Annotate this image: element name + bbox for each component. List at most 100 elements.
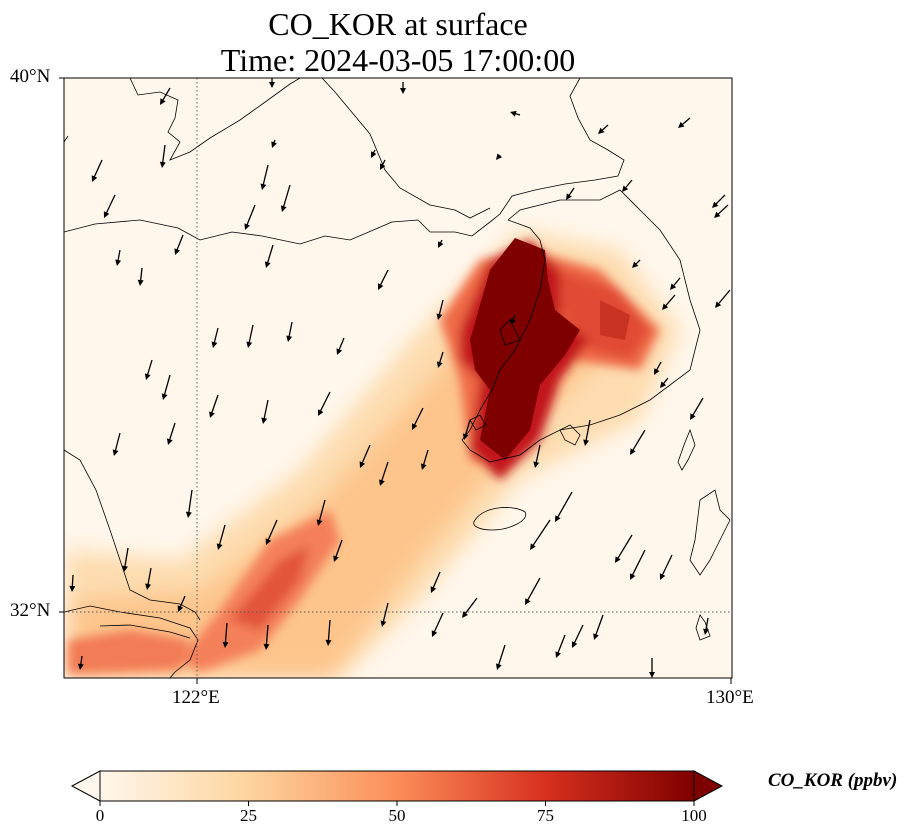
lat-label-32: 32°N <box>10 600 51 621</box>
map-title-line2: Time: 2024-03-05 17:00:00 <box>220 42 576 78</box>
wind-arrow <box>380 461 389 483</box>
colorbar-tick-100: 100 <box>681 806 707 825</box>
wind-arrow <box>319 391 331 414</box>
wind-arrow-head <box>496 153 503 160</box>
wind-arrow <box>716 204 729 217</box>
wind-arrow-head <box>525 598 531 605</box>
wind-arrow <box>334 539 343 559</box>
wind-arrow-head <box>333 555 339 562</box>
wind-arrow <box>360 444 371 465</box>
wind-arrow <box>92 159 103 179</box>
wind-arrow <box>337 337 345 352</box>
map-title-line1: CO_KOR at surface <box>268 6 528 42</box>
wind-arrow <box>147 567 152 587</box>
wind-arrow-head <box>271 141 277 148</box>
wind-arrow <box>161 87 171 103</box>
wind-arrow-head <box>615 556 621 563</box>
wind-arrow-head <box>177 605 184 612</box>
gridlines <box>64 78 732 678</box>
wind-arrow-head <box>690 413 696 420</box>
wind-arrow-head <box>161 393 168 400</box>
wind-arrow <box>213 327 219 345</box>
wind-arrow-head <box>555 515 561 522</box>
wind-arrow-head <box>222 641 229 648</box>
wind-arrow-head <box>654 368 660 375</box>
wind-arrow <box>663 294 676 308</box>
wind-arrow-head <box>430 586 437 593</box>
lon-label-130: 130°E <box>706 687 754 708</box>
wind-arrow <box>691 397 704 418</box>
wind-arrow-head <box>216 543 223 550</box>
wind-arrow <box>572 624 584 646</box>
wind-arrow-head <box>380 620 387 627</box>
wind-arrow-head <box>166 438 173 445</box>
wind-arrow-head <box>316 519 323 526</box>
wind-arrow-head <box>420 463 427 470</box>
wind-arrow-head <box>264 261 271 268</box>
colorbar-tick-0: 0 <box>95 806 105 825</box>
wind-arrow <box>382 602 389 624</box>
wind-arrow-head <box>379 479 385 486</box>
wind-arrow <box>288 321 293 339</box>
wind-arrow-head <box>598 127 605 134</box>
wind-arrow <box>327 619 331 643</box>
wind-arrow-head <box>436 313 443 320</box>
wind-arrow-head <box>69 585 76 592</box>
map-frame <box>63 77 733 679</box>
wind-arrow-head <box>678 121 685 128</box>
wind-arrow-head <box>359 461 366 468</box>
wind-arrow-head <box>209 411 215 418</box>
wind-arrow <box>114 432 121 453</box>
wind-arrow-head <box>318 409 324 416</box>
wind-arrow <box>438 299 444 317</box>
wind-arrow <box>266 519 278 542</box>
wind-arrow <box>585 419 591 443</box>
colorbar-label: CO_KOR (ppbv) <box>768 770 898 791</box>
wind-arrow-head <box>263 643 270 650</box>
wind-arrow-head <box>412 423 418 430</box>
wind-arrow <box>224 622 228 645</box>
wind-arrow <box>535 444 541 465</box>
wind-arrow <box>210 394 219 415</box>
wind-arrow-head <box>244 223 251 230</box>
wind-arrow <box>660 554 673 578</box>
wind-arrow-head <box>159 161 166 168</box>
wind-arrow <box>262 164 269 187</box>
lon-label-122: 122°E <box>172 687 220 708</box>
wind-vectors <box>69 78 731 678</box>
wind-arrow-head <box>660 381 667 388</box>
wind-arrow-head <box>593 633 599 640</box>
wind-arrow-head <box>510 110 517 117</box>
wind-arrow <box>175 234 184 252</box>
wind-arrow-head <box>510 318 517 325</box>
wind-arrow <box>282 184 291 209</box>
wind-arrow <box>265 624 269 647</box>
wind-arrow-head <box>115 259 122 266</box>
wind-arrow-head <box>566 193 572 200</box>
wind-arrow <box>631 549 646 578</box>
wind-arrow <box>631 429 646 453</box>
wind-arrow <box>139 267 143 283</box>
wind-arrow-head <box>662 303 669 310</box>
wind-arrow <box>245 204 256 227</box>
wind-arrow <box>413 407 424 428</box>
wind-arrow <box>556 491 573 520</box>
wind-arrow <box>526 577 541 603</box>
wind-arrow <box>187 489 193 515</box>
wind-arrow <box>716 289 731 306</box>
wind-arrow <box>556 634 566 655</box>
wind-arrow-head <box>122 565 128 572</box>
wind-arrow <box>248 324 254 345</box>
wind-arrow <box>464 419 471 437</box>
wind-arrow-head <box>286 335 293 342</box>
colorbar-extend-max <box>693 770 724 802</box>
wind-arrow-head <box>438 241 444 248</box>
wind-arrow <box>616 534 633 561</box>
colorbar-extend-min <box>70 770 101 802</box>
wind-arrow-head <box>715 301 722 308</box>
wind-arrow-head <box>431 630 438 637</box>
wind-arrow-head <box>530 543 536 550</box>
wind-arrow-head <box>380 163 386 170</box>
wind-arrow-head <box>462 433 469 440</box>
wind-arrow-head <box>103 211 110 218</box>
